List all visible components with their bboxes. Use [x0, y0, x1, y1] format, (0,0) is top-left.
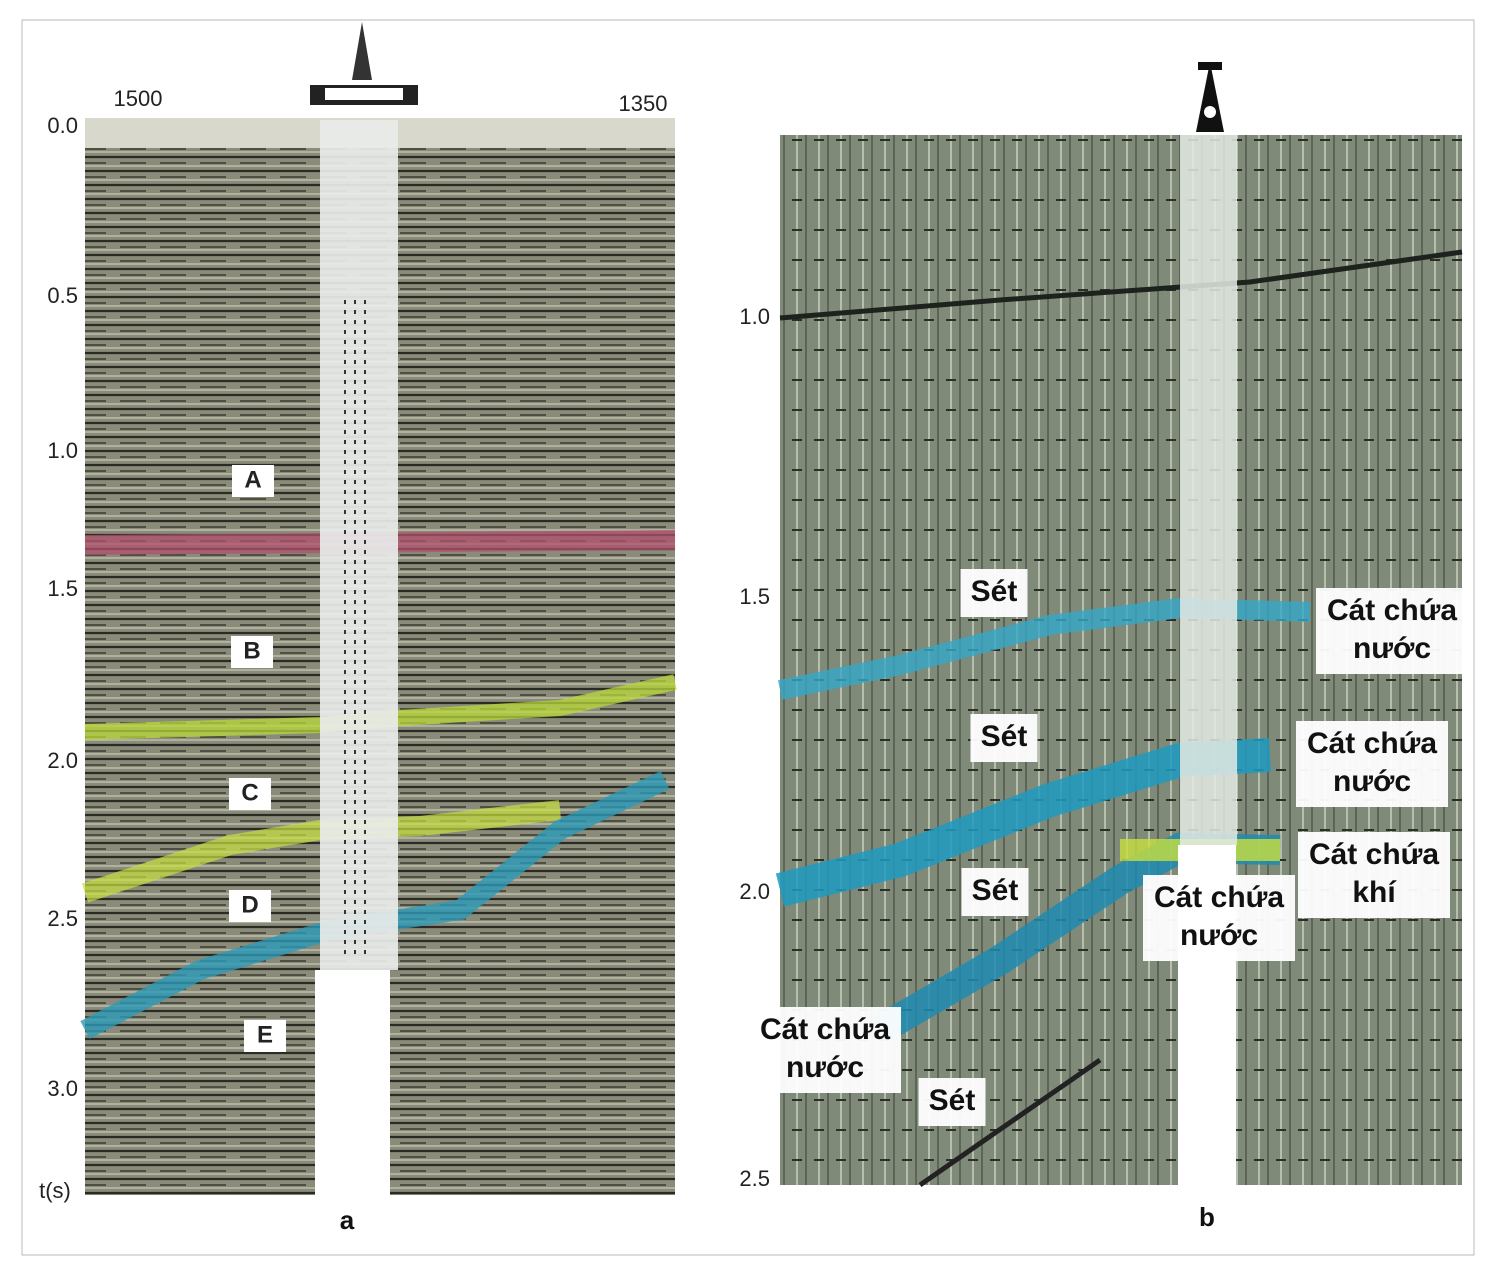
rig-icon — [310, 22, 418, 105]
label-bg — [1298, 832, 1450, 918]
axis-label: t(s) — [39, 1178, 71, 1203]
y-tick-label: 1.0 — [47, 438, 78, 463]
label-bg — [1296, 721, 1448, 807]
zone-label: C — [241, 779, 258, 806]
panel-a — [80, 22, 677, 1195]
rock-label: nước — [786, 1051, 864, 1084]
label-bg — [918, 1078, 986, 1126]
rock-label: Sét — [972, 874, 1019, 907]
rock-label: Sét — [971, 575, 1018, 608]
rock-label: Cát chứa — [1154, 881, 1284, 914]
zone-bg — [231, 636, 273, 668]
zone-label: E — [257, 1021, 273, 1048]
zone-label: D — [241, 891, 258, 918]
rock-label: nước — [1353, 632, 1431, 665]
y-tick-label: 3.0 — [47, 1076, 78, 1101]
y-tick-label: 1.5 — [739, 584, 770, 609]
well-column — [1180, 135, 1237, 845]
y-tick-label: 2.5 — [47, 906, 78, 931]
reflector — [918, 1057, 1102, 1188]
label-bg — [960, 569, 1028, 617]
zone-bg — [229, 890, 271, 922]
rock-label: Sét — [929, 1084, 976, 1117]
caption: a — [340, 1205, 355, 1235]
rock-label: nước — [1333, 765, 1411, 798]
label-bg — [961, 868, 1029, 916]
label-bg — [1143, 875, 1295, 961]
well-blank — [315, 970, 390, 1195]
zone-bg — [229, 778, 271, 810]
rock-label: Cát chứa — [1327, 594, 1457, 627]
y-tick-label: 0.5 — [47, 283, 78, 308]
zone-bg — [232, 465, 274, 497]
well-column — [320, 120, 398, 970]
y-tick-label: 1.0 — [739, 304, 770, 329]
y-tick-label: 2.5 — [739, 1166, 770, 1191]
rock-label: Cát chứa — [1307, 727, 1437, 760]
rock-label: nước — [1180, 919, 1258, 952]
zone-label: B — [243, 637, 260, 664]
y-tick-label: 0.0 — [47, 113, 78, 138]
zone-bg — [244, 1020, 286, 1052]
label-bg — [749, 1007, 901, 1093]
rock-label: Cát chứa — [1309, 838, 1439, 871]
trace-label: 1500 — [114, 86, 163, 111]
rock-label: Sét — [981, 720, 1028, 753]
y-tick-label: 2.0 — [47, 748, 78, 773]
rock-label: khí — [1352, 876, 1397, 909]
caption: b — [1199, 1202, 1215, 1232]
reflector — [779, 249, 1463, 321]
label-bg — [970, 714, 1038, 762]
horizon — [84, 674, 677, 740]
label-bg — [1316, 588, 1468, 674]
y-tick-label: 1.5 — [47, 576, 78, 601]
zone-label: A — [244, 466, 261, 493]
derrick-icon — [1196, 62, 1224, 132]
well-log — [344, 300, 366, 960]
trace-label: 1350 — [619, 91, 668, 116]
y-tick-label: 2.0 — [739, 879, 770, 904]
rock-label: Cát chứa — [760, 1013, 890, 1046]
